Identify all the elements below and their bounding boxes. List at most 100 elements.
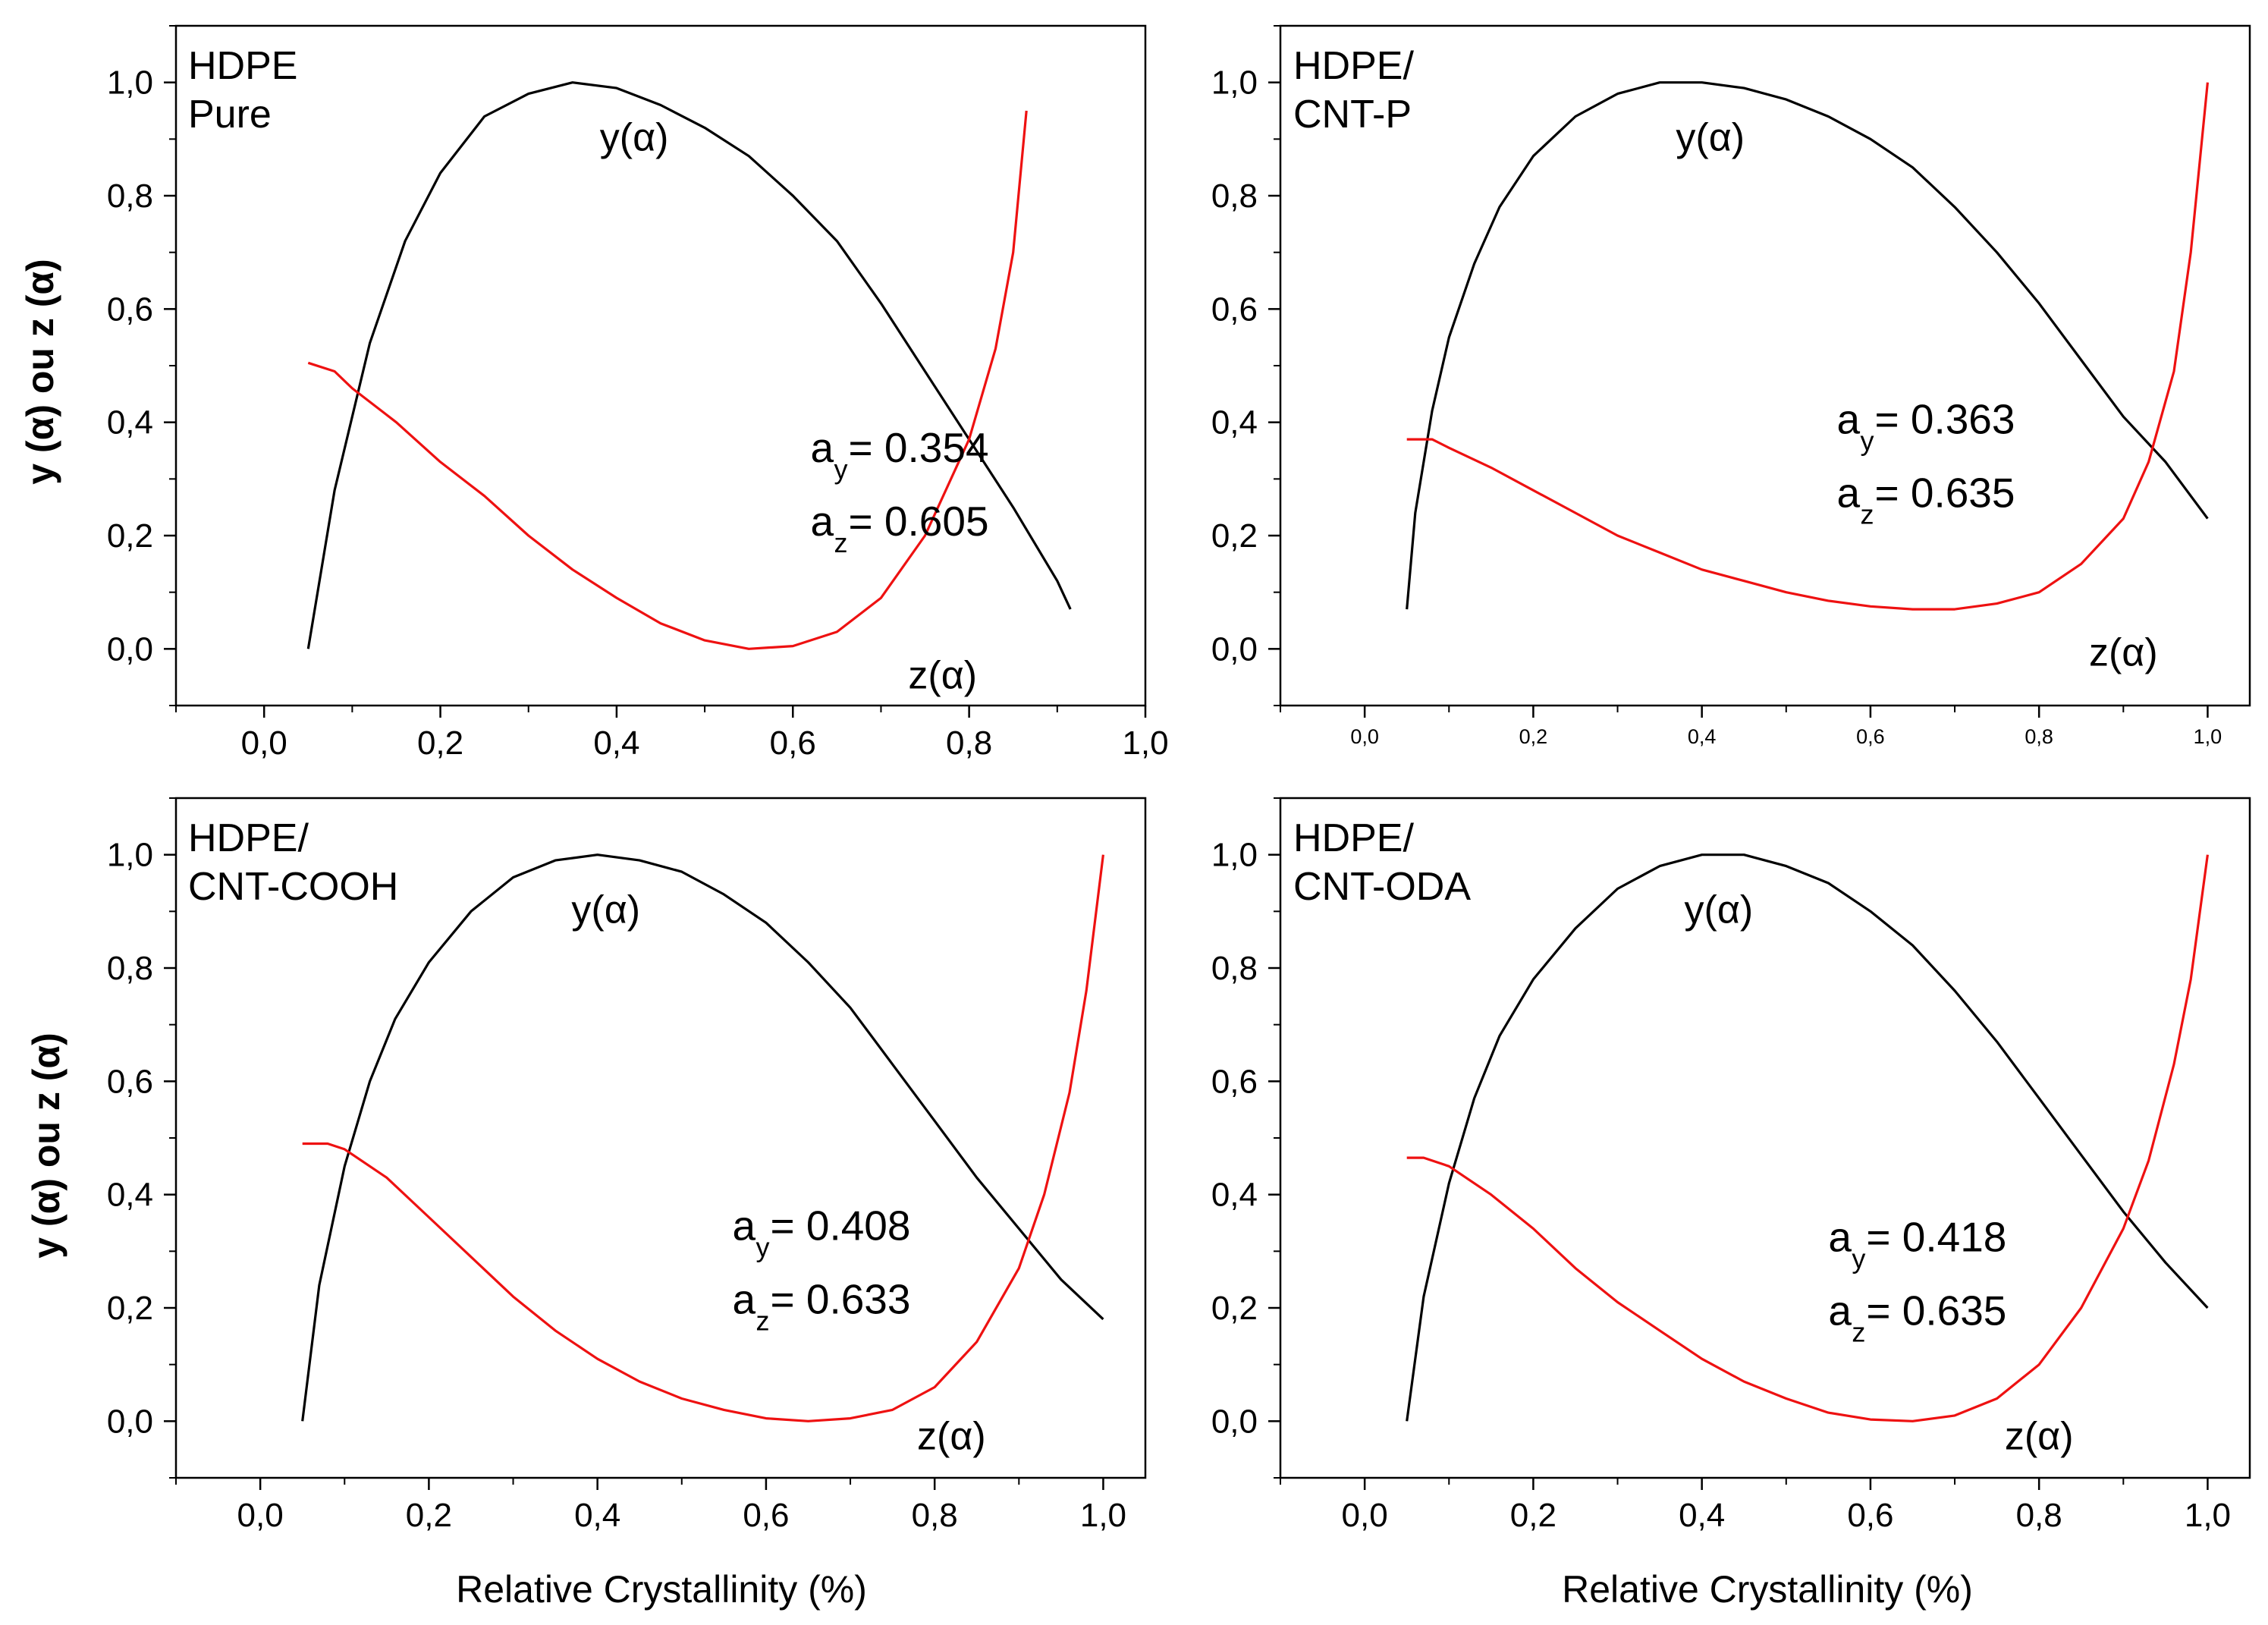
y-tick-label: 0,0 — [107, 1403, 153, 1440]
panel-title-line-1: HDPE/ — [188, 816, 309, 860]
param-az-value: = 0.635 — [1866, 1287, 2006, 1334]
z-alpha-curve — [302, 854, 1104, 1422]
x-tick-label: 0,2 — [417, 724, 463, 762]
panel-title-line-1: HDPE/ — [1293, 816, 1414, 860]
x-tick-label: 1,0 — [2194, 725, 2222, 748]
chart-panel-2: 0,0 0,2 0,4 0,6 0,8 1,0 0,0 0,2 0,4 0,6 0,8 1,0 HDPE… — [1211, 24, 2251, 748]
param-ay-value: = 0.354 — [849, 424, 989, 471]
param-ay-subscript: y — [834, 454, 848, 485]
x-tick-label: 0,0 — [1350, 725, 1379, 748]
y-tick-label: 0,2 — [1211, 1290, 1258, 1327]
panel-title-line-2: CNT-ODA — [1293, 865, 1471, 909]
x-tick-label: 0,4 — [1679, 1497, 1725, 1534]
y-alpha-label: y(α) — [1676, 115, 1745, 159]
param-ay-value: = 0.418 — [1866, 1213, 2006, 1260]
plot-frame — [1279, 24, 2251, 707]
x-tick-label: 0,8 — [2016, 1497, 2062, 1534]
param-az-subscript: z — [1852, 1316, 1865, 1347]
x-tick-label: 0,0 — [241, 724, 287, 762]
z-alpha-curve — [307, 110, 1028, 650]
panel-title-line-2: Pure — [188, 93, 272, 137]
param-az-symbol: a — [1836, 470, 1860, 517]
param-az-value: = 0.605 — [849, 498, 989, 545]
y-alpha-label: y(α) — [600, 115, 669, 159]
y-tick-label: 1,0 — [107, 64, 153, 102]
z-alpha-curve — [1406, 82, 2209, 611]
x-tick-label: 0,0 — [1342, 1497, 1388, 1534]
panel-title-line-1: HDPE — [188, 44, 297, 88]
y-tick-label: 0,8 — [107, 178, 153, 215]
y-tick-label: 0,0 — [1211, 1403, 1258, 1440]
x-tick-label: 0,4 — [574, 1497, 620, 1534]
y-tick-label: 0,0 — [1211, 630, 1258, 668]
param-ay-value: = 0.408 — [770, 1202, 910, 1249]
y-alpha-label: y(α) — [1685, 888, 1754, 932]
param-ay-value: = 0.363 — [1874, 396, 2015, 443]
x-tick-label: 0,8 — [912, 1497, 958, 1534]
x-tick-label: 0,8 — [946, 724, 992, 762]
x-tick-label: 0,6 — [1856, 725, 1885, 748]
chart-panels: 0,0 0,2 0,4 0,6 0,8 1,0 0,0 0,2 0,4 0,6 0,8 1,0 HDPE… — [107, 24, 2251, 1534]
y-alpha-curve — [306, 81, 1072, 649]
y-tick-label: 0,4 — [107, 1177, 153, 1214]
x-tick-label: 0,6 — [770, 724, 816, 762]
param-ay-symbol: a — [1836, 396, 1860, 443]
x-tick-label: 0,2 — [406, 1497, 452, 1534]
y-tick-label: 0,6 — [1211, 291, 1258, 328]
x-tick-label: 0,6 — [743, 1497, 789, 1534]
x-tick-label: 0,4 — [593, 724, 639, 762]
panel-title-line-2: CNT-COOH — [188, 865, 398, 909]
param-az-subscript: z — [834, 527, 848, 558]
param-az-symbol: a — [1828, 1287, 1852, 1334]
param-az-value: = 0.633 — [770, 1275, 910, 1322]
y-tick-label: 0,8 — [1211, 178, 1258, 215]
z-alpha-curve — [1406, 854, 2209, 1422]
y-tick-label: 1,0 — [1211, 837, 1258, 874]
param-ay-subscript: y — [755, 1231, 769, 1262]
y-tick-label: 0,2 — [107, 517, 153, 555]
z-alpha-label: z(α) — [2005, 1415, 2074, 1459]
chart-panel-3: 0,0 0,2 0,4 0,6 0,8 1,0 0,0 0,2 0,4 0,6 0,8 1,0 HDPE… — [107, 797, 1147, 1534]
x-tick-label: 0,6 — [1847, 1497, 1893, 1534]
param-az-value: = 0.635 — [1874, 470, 2015, 517]
z-alpha-label: z(α) — [2089, 631, 2158, 675]
y-axis-title-bottom: y (α) ou z (α) — [25, 1033, 68, 1259]
y-tick-label: 0,6 — [107, 1063, 153, 1100]
param-ay-subscript: y — [1852, 1243, 1865, 1274]
param-az-subscript: z — [755, 1305, 769, 1336]
chart-panel-4: 0,0 0,2 0,4 0,6 0,8 1,0 0,0 0,2 0,4 0,6 0,8 1,0 HDPE… — [1211, 797, 2251, 1534]
y-tick-label: 0,6 — [107, 291, 153, 328]
x-tick-label: 0,8 — [2025, 725, 2053, 748]
x-tick-label: 1,0 — [1080, 1497, 1126, 1534]
y-alpha-curve — [301, 853, 1104, 1422]
param-ay-symbol: a — [1828, 1213, 1852, 1260]
param-ay-symbol: a — [732, 1202, 755, 1249]
x-axis-title-left: Relative Crystallinity (%) — [456, 1568, 867, 1611]
y-tick-label: 0,4 — [1211, 1177, 1258, 1214]
x-tick-label: 1,0 — [2185, 1497, 2231, 1534]
y-tick-label: 1,0 — [107, 837, 153, 874]
y-tick-label: 0,4 — [1211, 404, 1258, 442]
y-axis-title-top: y (α) ou z (α) — [19, 259, 61, 485]
z-alpha-label: z(α) — [917, 1415, 986, 1459]
y-tick-label: 0,2 — [1211, 517, 1258, 555]
panel-title-line-1: HDPE/ — [1293, 44, 1414, 88]
param-az-symbol: a — [732, 1275, 755, 1322]
y-tick-label: 0,2 — [107, 1290, 153, 1327]
x-tick-label: 0,4 — [1688, 725, 1717, 748]
y-tick-label: 0,6 — [1211, 1063, 1258, 1100]
y-alpha-label: y(α) — [571, 888, 640, 932]
y-tick-label: 0,8 — [1211, 950, 1258, 987]
y-alpha-curve — [1406, 81, 2209, 610]
x-tick-label: 0,2 — [1519, 725, 1548, 748]
param-az-symbol: a — [811, 498, 834, 545]
param-ay-subscript: y — [1860, 426, 1874, 457]
x-tick-label: 0,0 — [237, 1497, 284, 1534]
y-alpha-curve — [1406, 853, 2209, 1422]
y-tick-label: 0,4 — [107, 404, 153, 442]
y-tick-label: 1,0 — [1211, 64, 1258, 102]
x-tick-label: 1,0 — [1122, 724, 1168, 762]
chart-panel-1: 0,0 0,2 0,4 0,6 0,8 1,0 0,0 0,2 0,4 0,6 0,8 1,0 HDPE… — [107, 24, 1169, 762]
param-az-subscript: z — [1860, 499, 1874, 530]
